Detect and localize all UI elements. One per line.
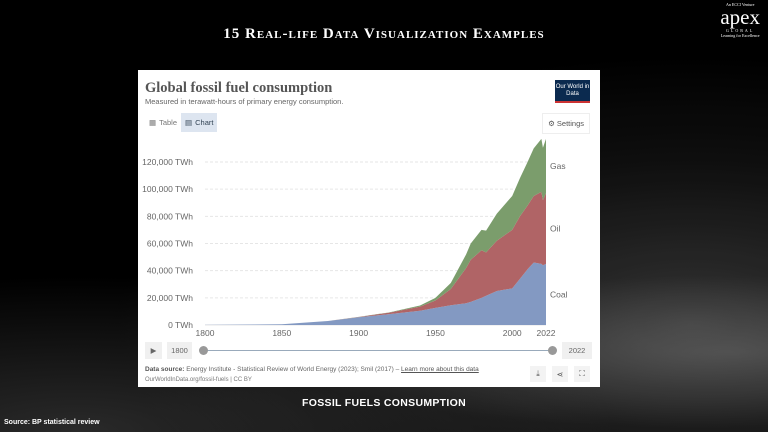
- gear-icon: ⚙: [548, 119, 555, 128]
- footer-source: Source: BP statistical review: [4, 419, 100, 426]
- logo-sub: GLOBAL: [726, 28, 755, 33]
- area-chart: 0 TWh 20,000 TWh 40,000 TWh 60,000 TWh 80,00…: [142, 138, 568, 338]
- y-tick-label: 0 TWh: [168, 320, 193, 330]
- settings-label: Settings: [556, 119, 584, 128]
- timeline-end-handle[interactable]: [548, 346, 557, 355]
- area-coal: [205, 262, 546, 325]
- y-tick-label: 120,000 TWh: [142, 157, 193, 167]
- data-source: Data source: Energy Institute - Statisti…: [145, 366, 525, 374]
- end-year-label: 2022: [562, 342, 592, 359]
- learn-more-link[interactable]: Learn more about this data: [401, 366, 479, 373]
- fullscreen-button[interactable]: ⛶: [574, 366, 590, 382]
- x-tick-label: 2000: [503, 328, 522, 338]
- page-title: 15 Real-life Data Visualization Examples: [223, 26, 545, 42]
- apex-logo: An ECCI Venture apex GLOBAL Learning for…: [720, 2, 760, 38]
- logo-tag: Learning for Excellence: [720, 33, 760, 38]
- chart-title: Global fossil fuel consumption: [145, 80, 333, 96]
- slide-caption: FOSSIL FUELS CONSUMPTION: [302, 397, 466, 409]
- download-button[interactable]: ⤓: [530, 366, 546, 382]
- tab-chart-label: Chart: [195, 118, 214, 127]
- view-tabs: ▦ Table ▤ Chart: [145, 113, 218, 132]
- y-tick-label: 80,000 TWh: [147, 211, 193, 221]
- chart-icon: ▤: [185, 118, 193, 127]
- source-url[interactable]: OurWorldInData.org/fossil-fuels | CC BY: [145, 377, 252, 383]
- settings-button[interactable]: ⚙ Settings: [542, 113, 590, 134]
- share-icon: ⋖: [556, 369, 564, 379]
- source-text: Energy Institute - Statistical Review of…: [186, 366, 400, 373]
- timeline-start-handle[interactable]: [199, 346, 208, 355]
- start-year-label: 1800: [167, 342, 192, 359]
- timeline-slider[interactable]: [199, 346, 557, 355]
- x-tick-label: 1850: [272, 328, 291, 338]
- chart-card: Global fossil fuel consumption Measured …: [138, 70, 600, 387]
- owid-logo[interactable]: Our World in Data: [555, 80, 590, 103]
- series-label-oil: Oil: [550, 224, 561, 234]
- share-button[interactable]: ⋖: [552, 366, 568, 382]
- series-label-coal: Coal: [550, 289, 568, 299]
- tab-chart[interactable]: ▤ Chart: [181, 113, 218, 132]
- logo-top: An ECCI Venture: [725, 2, 755, 7]
- x-tick-label: 1950: [426, 328, 445, 338]
- tab-table-label: Table: [159, 118, 178, 127]
- x-tick-label: 2022: [537, 328, 556, 338]
- x-tick-label: 1800: [196, 328, 215, 338]
- source-label: Data source:: [145, 366, 185, 373]
- area-oil: [205, 191, 546, 325]
- x-tick-label: 1900: [349, 328, 368, 338]
- logo-text: apex: [720, 5, 760, 29]
- chart-subtitle: Measured in terawatt-hours of primary en…: [145, 97, 344, 106]
- download-icon: ⤓: [536, 369, 540, 378]
- y-tick-label: 60,000 TWh: [147, 239, 193, 249]
- play-button[interactable]: ▶: [145, 342, 162, 359]
- tab-table[interactable]: ▦ Table: [145, 113, 181, 132]
- y-tick-label: 100,000 TWh: [142, 184, 193, 194]
- table-icon: ▦: [149, 118, 157, 127]
- play-icon: ▶: [150, 346, 157, 355]
- y-tick-label: 20,000 TWh: [147, 293, 193, 303]
- y-tick-label: 40,000 TWh: [147, 266, 193, 276]
- series-label-gas: Gas: [550, 161, 566, 171]
- fullscreen-icon: ⛶: [579, 369, 585, 378]
